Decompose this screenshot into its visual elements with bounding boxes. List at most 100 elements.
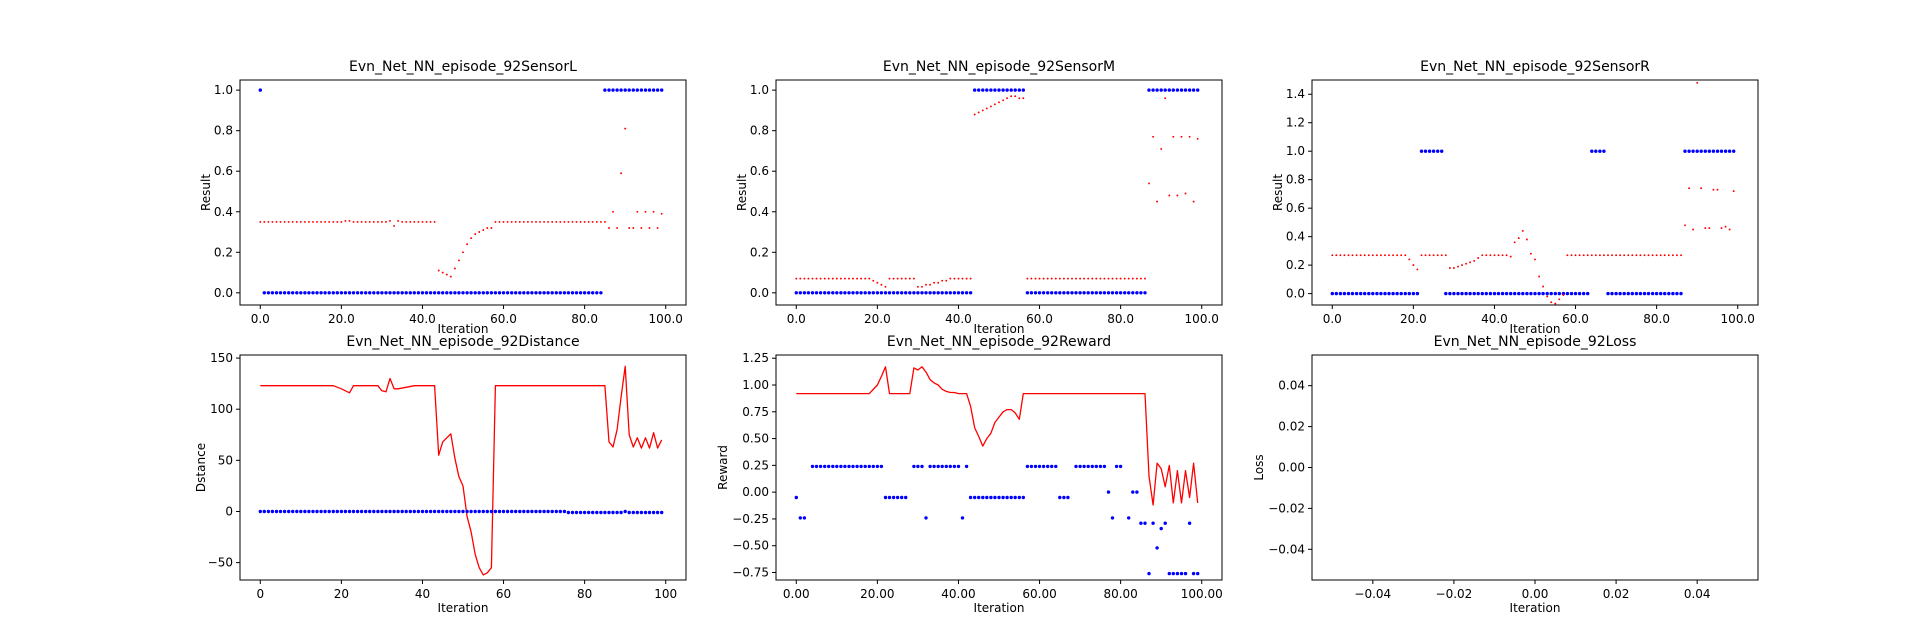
sensor-l-data-point	[632, 227, 635, 229]
reward-y-tick-label: −0.75	[732, 566, 769, 580]
sensor-r-data-point	[1456, 291, 1460, 296]
sensor-l-data-point	[627, 88, 631, 92]
sensor-l-data-point	[416, 291, 421, 295]
sensor-l-data-point	[445, 273, 448, 276]
sensor-m-data-point	[1135, 291, 1139, 295]
distance-data-point	[635, 510, 639, 515]
sensor-m-data-point	[1018, 97, 1021, 100]
distance-data-point	[319, 509, 323, 514]
distance-data-point	[599, 510, 603, 515]
distance-y-tick-label: −50	[208, 556, 233, 570]
sensor-r-data-point	[1384, 254, 1386, 257]
sensor-l-data-point	[408, 291, 412, 295]
sensor-m-data-point	[1066, 291, 1070, 295]
sensor-l-data-point	[372, 220, 375, 223]
sensor-m-data-point	[811, 277, 814, 280]
sensor-r-data-point	[1472, 291, 1476, 296]
distance-data-point	[258, 509, 262, 514]
sensor-r-data-point	[1623, 254, 1626, 257]
sensor-r-data-point	[1606, 291, 1610, 296]
sensor-m-data-point	[929, 283, 932, 286]
sensor-m-data-point	[1066, 277, 1069, 280]
sensor-l-x-tick-label: 60.0	[490, 312, 517, 326]
reward-data-point	[1167, 571, 1172, 576]
sensor-r-data-point	[1388, 254, 1390, 257]
distance-ylabel: Dstance	[194, 443, 208, 492]
reward-data-point	[1171, 571, 1176, 576]
reward-data-point	[1191, 571, 1196, 576]
sensor-r-data-point	[1354, 291, 1359, 296]
sensor-r-data-point	[1598, 149, 1602, 153]
sensor-m-data-point	[981, 109, 984, 112]
sensor-l-data-point	[656, 227, 659, 229]
sensor-r-data-point	[1431, 149, 1436, 153]
sensor-r-data-point	[1562, 294, 1565, 296]
sensor-m-data-point	[1119, 277, 1122, 280]
distance-data-point	[282, 509, 287, 514]
sensor-r-data-point	[1708, 227, 1711, 230]
sensor-m-data-point	[998, 101, 1000, 104]
sensor-m-data-point	[831, 277, 834, 280]
distance-data-point	[339, 509, 344, 514]
distance-data-point	[323, 509, 327, 514]
sensor-r-data-point	[1647, 254, 1650, 257]
sensor-l-y-tick-label: 0.2	[214, 245, 233, 259]
sensor-l-data-point	[474, 233, 477, 236]
sensor-r-data-point	[1367, 291, 1371, 296]
sensor-l-data-point	[608, 227, 610, 229]
sensor-r-data-point	[1626, 291, 1631, 296]
sensor-m-data-point	[1054, 291, 1058, 295]
sensor-m-data-point	[953, 277, 956, 280]
sensor-r-y-tick-label: 1.0	[1286, 144, 1305, 158]
sensor-r-data-point	[1611, 254, 1613, 257]
sensor-m-subplot: Evn_Net_NN_episode_92SensorM Iteration R…	[735, 59, 1223, 336]
sensor-l-data-point	[364, 291, 368, 295]
sensor-l-data-point	[595, 291, 599, 295]
sensor-l-data-point	[453, 291, 457, 295]
sensor-l-data-point	[299, 291, 303, 295]
sensor-m-data-point	[981, 88, 985, 92]
distance-data-point	[619, 510, 623, 515]
sensor-m-data-point	[1091, 277, 1094, 280]
sensor-r-data-point	[1683, 149, 1687, 153]
reward-data-point	[847, 464, 851, 469]
sensor-m-data-point	[1041, 291, 1046, 295]
sensor-m-data-point	[1013, 88, 1017, 92]
sensor-m-data-point	[794, 291, 798, 295]
sensor-m-data-point	[1034, 277, 1037, 280]
sensor-r-data-point	[1695, 149, 1699, 153]
sensor-r-data-point	[1651, 254, 1654, 257]
sensor-r-data-point	[1650, 291, 1655, 296]
reward-y-tick-label: 0.00	[742, 485, 769, 499]
sensor-m-data-point	[1107, 277, 1110, 280]
distance-data-point	[368, 509, 372, 514]
sensor-l-data-point	[396, 291, 400, 295]
reward-data-point	[904, 495, 908, 500]
sensor-r-data-point	[1570, 254, 1573, 257]
reward-data-point	[1025, 464, 1030, 469]
sensor-r-x-tick-label: 40.0	[1481, 312, 1508, 326]
distance-data-point	[570, 510, 575, 515]
distance-data-point	[432, 509, 437, 514]
reward-data-point	[1155, 546, 1159, 550]
sensor-m-data-point	[1172, 135, 1175, 138]
sensor-r-data-point	[1504, 291, 1509, 296]
sensor-r-title: Evn_Net_NN_episode_92SensorR	[1420, 59, 1650, 75]
reward-data-point	[940, 464, 944, 469]
sensor-m-data-point	[1163, 88, 1167, 92]
sensor-l-y-tick-label: 0.4	[214, 205, 233, 219]
distance-data-point	[611, 510, 615, 515]
sensor-m-data-point	[1110, 291, 1115, 295]
reward-xlabel: Iteration	[974, 601, 1025, 615]
sensor-r-data-point	[1573, 291, 1578, 296]
sensor-r-data-point	[1484, 291, 1489, 296]
reward-y-tick-label: 0.50	[742, 432, 769, 446]
reward-series-line-0	[796, 366, 1199, 506]
sensor-l-data-point	[477, 291, 481, 295]
sensor-m-data-point	[1167, 88, 1172, 92]
reward-y-tick-label: −0.50	[732, 539, 769, 553]
reward-data-point	[831, 464, 835, 469]
sensor-m-data-point	[843, 291, 847, 295]
sensor-r-data-point	[1460, 291, 1464, 296]
sensor-l-data-point	[599, 291, 603, 295]
